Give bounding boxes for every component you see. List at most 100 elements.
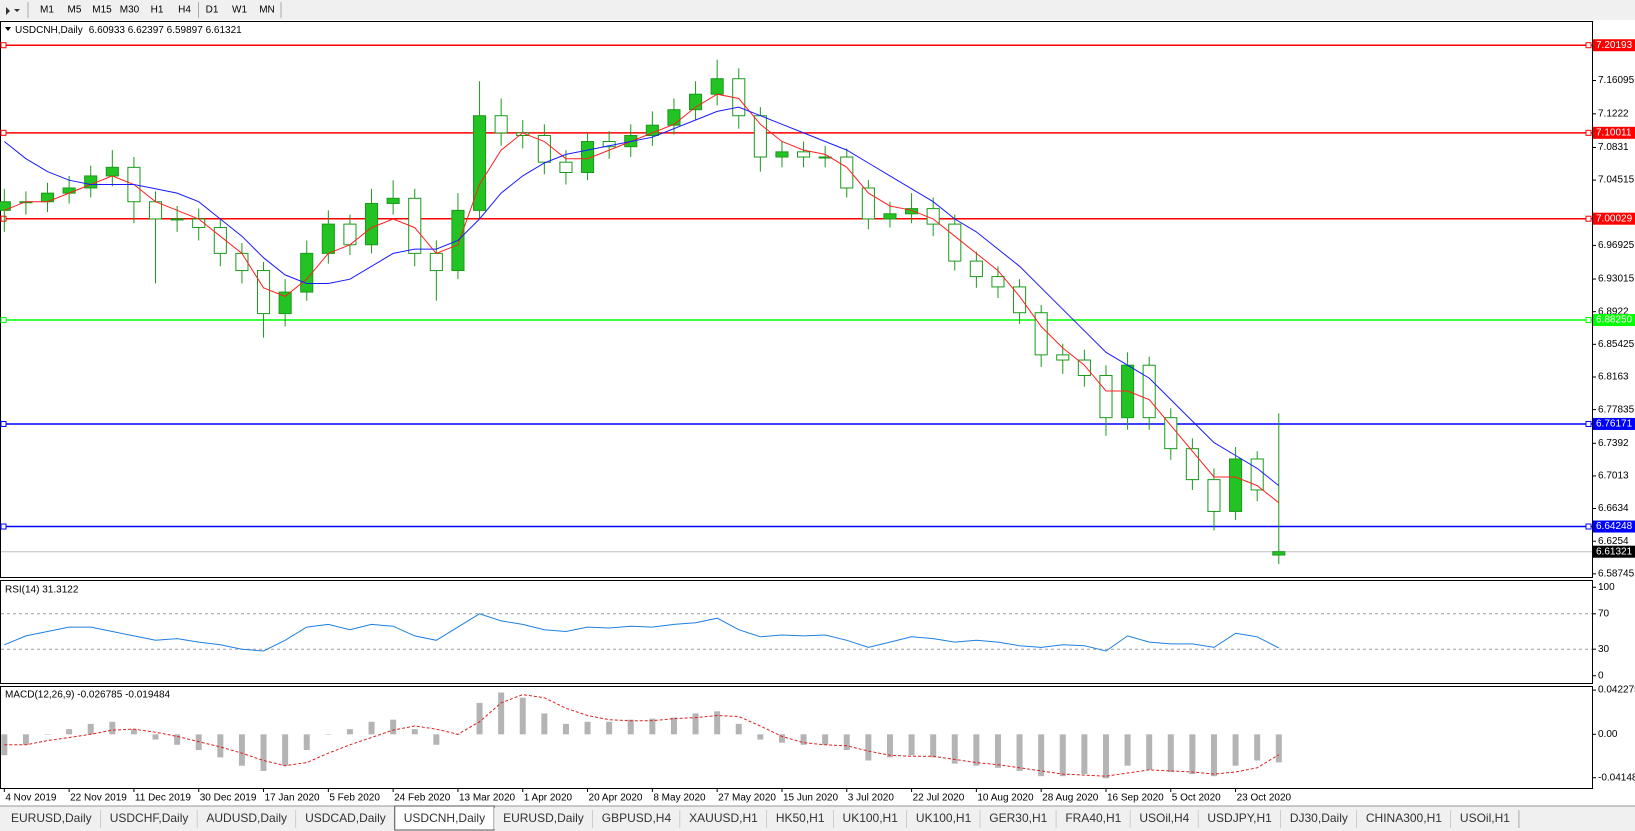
y-tick-label: 70 (1598, 608, 1610, 619)
timeframe-button[interactable]: M30 (120, 5, 140, 16)
tab-label[interactable]: UK100,H1 (843, 811, 899, 825)
timeframe-button[interactable]: H4 (178, 5, 191, 16)
histogram-bar (44, 734, 51, 735)
candle-body (1077, 359, 1091, 377)
tab-label[interactable]: USOil,H1 (1460, 811, 1510, 825)
tab-label[interactable]: UK100,H1 (916, 811, 972, 825)
tab[interactable] (1056, 808, 1131, 829)
tab-label[interactable]: EURUSD,Daily (11, 811, 92, 825)
x-tick-label: 13 Mar 2020 (459, 793, 516, 804)
y-tick-label: 30 (1598, 644, 1610, 655)
x-tick-label: 22 Nov 2019 (70, 793, 127, 804)
histogram-bar (109, 721, 116, 735)
tab[interactable] (494, 808, 593, 829)
tab-label[interactable]: USDJPY,H1 (1207, 811, 1272, 825)
candle-body (429, 252, 443, 272)
candle-body (235, 252, 249, 272)
timeframe-button[interactable]: M1 (40, 5, 54, 16)
tab[interactable] (197, 808, 297, 829)
x-tick-label: 27 May 2020 (718, 793, 776, 804)
tab[interactable] (1280, 808, 1357, 829)
level-label-box (1593, 126, 1635, 139)
histogram-bar (66, 729, 73, 735)
histogram-bar (1081, 734, 1088, 775)
histogram-bar (1146, 734, 1153, 770)
tab-label[interactable]: XAUUSD,H1 (689, 811, 758, 825)
x-tick-label: 5 Oct 2020 (1172, 793, 1221, 804)
indicator-title: RSI(14) 31.3122 (5, 585, 79, 596)
histogram-bar (735, 723, 742, 735)
x-tick-label: 16 Sep 2020 (1107, 793, 1164, 804)
candle-body (1207, 479, 1221, 512)
y-tick-label: 100 (1598, 582, 1615, 593)
tab[interactable] (1450, 808, 1519, 829)
tab[interactable] (296, 808, 395, 829)
y-tick-label: 6.77835 (1598, 404, 1635, 415)
tab-label[interactable]: HK50,H1 (776, 811, 825, 825)
tab[interactable] (833, 808, 907, 829)
toolbar (0, 0, 1635, 20)
toolbar-dropdown[interactable] (14, 9, 20, 12)
toolbar-icon[interactable] (6, 7, 10, 15)
timeframe-button[interactable]: MN (259, 5, 275, 16)
y-tick-label: 6.58745 (1598, 569, 1635, 580)
timeframe-button[interactable]: H1 (151, 5, 164, 16)
timeframe-button[interactable]: M5 (68, 5, 82, 16)
level-handle (1585, 420, 1592, 427)
histogram-bar (519, 697, 526, 735)
tab-label[interactable]: USDCAD,Daily (305, 811, 386, 825)
histogram-bar (1124, 734, 1131, 766)
histogram-bar (865, 734, 872, 761)
histogram-bar (1016, 734, 1023, 771)
histogram-bar (1275, 734, 1282, 763)
histogram-bar (627, 719, 634, 735)
level-handle (1585, 523, 1592, 530)
candle-body (840, 156, 854, 189)
tab-label[interactable]: FRA40,H1 (1065, 811, 1121, 825)
candle-body (148, 201, 163, 220)
timeframe-button[interactable]: W1 (232, 5, 247, 16)
tab-label[interactable]: EURUSD,Daily (503, 811, 584, 825)
x-tick-label: 20 Apr 2020 (589, 793, 643, 804)
tab-label[interactable]: GBPUSD,H4 (602, 811, 672, 825)
tab-label[interactable]: CHINA300,H1 (1366, 811, 1442, 825)
tab-label[interactable]: GER30,H1 (989, 811, 1047, 825)
tab[interactable] (100, 808, 198, 829)
x-tick-label: 28 Aug 2020 (1042, 793, 1099, 804)
histogram-bar (1232, 734, 1239, 766)
timeframe-button[interactable]: D1 (206, 5, 219, 16)
level-handle (0, 215, 7, 222)
y-tick-label: -0.04148 (1598, 772, 1635, 783)
tab-label[interactable]: USOil,H4 (1139, 811, 1189, 825)
histogram-bar (778, 734, 785, 743)
tab[interactable] (2, 808, 101, 829)
y-tick-label: 7.0831 (1598, 142, 1629, 153)
tab[interactable] (1198, 808, 1281, 829)
histogram-bar (1189, 734, 1196, 775)
tab-label[interactable]: DJ30,Daily (1290, 811, 1348, 825)
tab[interactable] (1356, 808, 1451, 829)
tab[interactable] (906, 808, 981, 829)
x-tick-label: 22 Jul 2020 (913, 793, 965, 804)
tab[interactable] (680, 808, 767, 829)
candle-body (710, 78, 724, 95)
timeframe-button[interactable]: M15 (92, 5, 112, 16)
tab[interactable] (592, 808, 681, 829)
x-tick-label: 15 Jun 2020 (783, 793, 838, 804)
candle-body (1229, 458, 1243, 512)
x-tick-label: 11 Dec 2019 (135, 793, 191, 804)
current-price-label: 6.61321 (1596, 546, 1633, 557)
y-tick-label: 7.16095 (1598, 75, 1635, 86)
histogram-bar (951, 734, 958, 764)
panel-frame (0, 580, 1593, 684)
tab[interactable] (980, 808, 1057, 829)
level-handle (0, 42, 7, 49)
tab-label[interactable]: AUDUSD,Daily (206, 811, 287, 825)
candle-body (1164, 417, 1178, 450)
tab-label[interactable]: USDCHF,Daily (110, 811, 189, 825)
candle-body (667, 109, 681, 126)
level-label-box (1593, 314, 1635, 327)
tab[interactable] (766, 808, 834, 829)
tab[interactable] (1130, 808, 1199, 829)
tab-label[interactable]: USDCNH,Daily (404, 811, 485, 825)
